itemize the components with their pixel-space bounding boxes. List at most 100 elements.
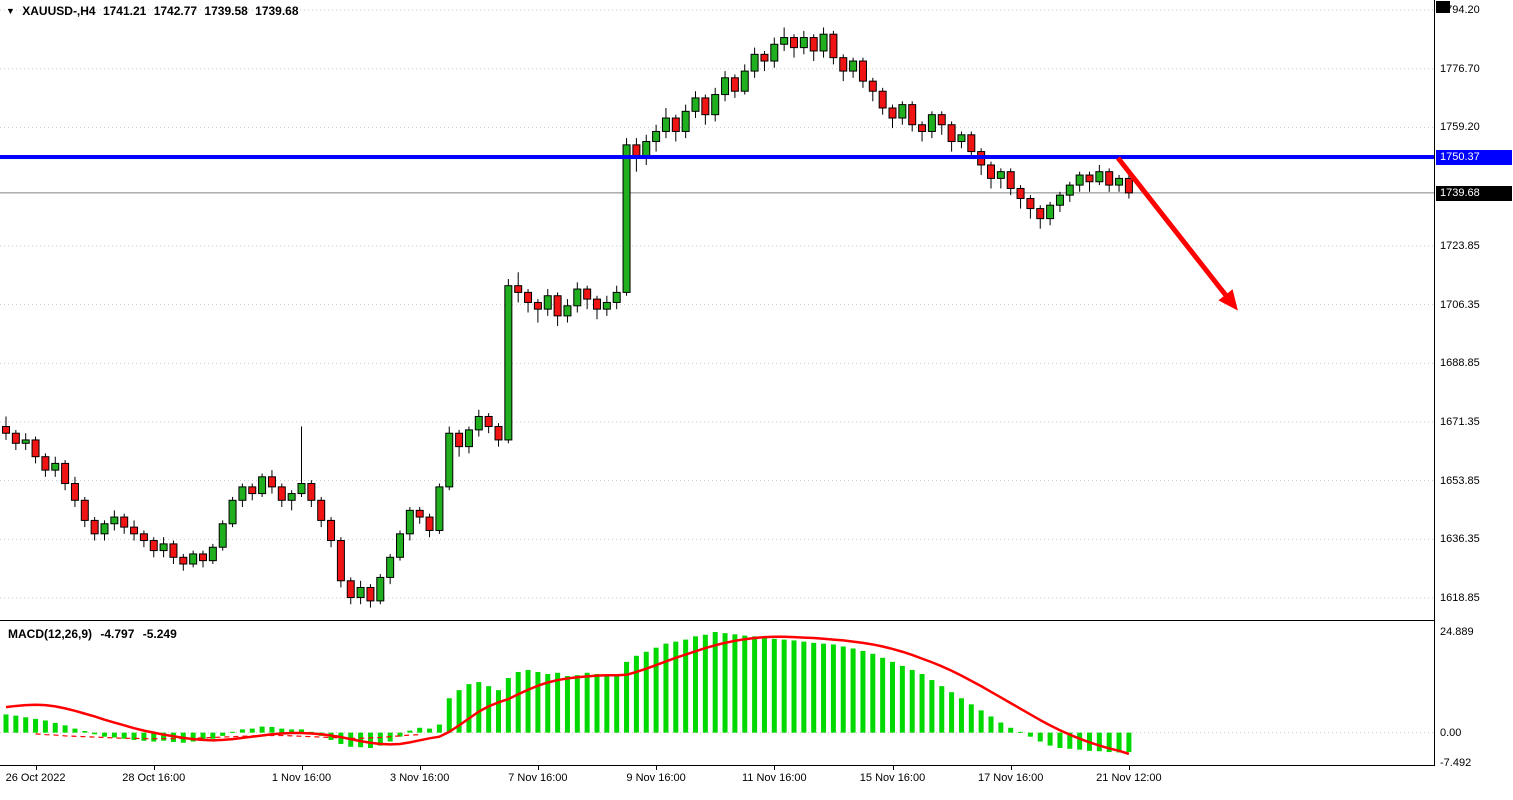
time-axis[interactable]: 26 Oct 2022 28 Oct 16:00 1 Nov 16:00 3 Nov … xyxy=(0,766,1434,792)
macd-histogram-bar xyxy=(949,692,955,733)
candle-up xyxy=(1075,174,1084,186)
candle-up xyxy=(661,117,670,132)
macd-histogram-bar xyxy=(643,651,649,733)
chart-shift-marker[interactable] xyxy=(1436,1,1450,13)
macd-histogram-bar xyxy=(722,633,728,733)
candle-up xyxy=(652,130,661,143)
macd-histogram-bar xyxy=(52,722,58,733)
candle-down xyxy=(425,516,434,531)
candle-down xyxy=(730,77,739,92)
macd-histogram-bar xyxy=(712,631,718,733)
price-scale[interactable]: 1794.20 1776.70 1759.20 1723.85 1706.35 1688.… xyxy=(1434,0,1513,769)
macd-histogram-bar xyxy=(62,725,68,733)
candle-up xyxy=(750,53,759,72)
candle-down xyxy=(583,288,592,300)
candle-down xyxy=(1085,174,1094,183)
time-axis-tick xyxy=(774,766,776,770)
macd-histogram-bar xyxy=(624,661,630,733)
macd-histogram-bar xyxy=(1008,727,1014,733)
macd-tick-label: 0.00 xyxy=(1440,726,1462,739)
candlestick-canvas[interactable] xyxy=(0,0,1434,620)
candle-down xyxy=(868,80,877,92)
high-value: 1742.77 xyxy=(153,4,198,18)
candle-down xyxy=(120,516,129,528)
macd-histogram-bar xyxy=(161,732,167,741)
candle-down xyxy=(760,53,769,62)
macd-histogram-bar xyxy=(397,732,403,737)
macd-main-value: -4.797 xyxy=(100,627,135,641)
macd-histogram-bar xyxy=(830,644,836,733)
candle-down xyxy=(553,295,562,317)
candle-down xyxy=(839,57,848,72)
candle-up xyxy=(996,171,1005,179)
candle-up xyxy=(356,586,365,599)
candle-up xyxy=(957,134,966,143)
price-tick-label: 1618.85 xyxy=(1440,592,1480,605)
macd-histogram-bar xyxy=(614,675,620,733)
macd-histogram-bar xyxy=(1057,732,1063,749)
candle-down xyxy=(533,301,542,310)
macd-histogram-bar xyxy=(496,690,501,733)
candle-down xyxy=(888,107,897,119)
main-price-chart[interactable]: ▼ XAUUSD-,H4 1741.21 1742.77 1739.58 173… xyxy=(0,0,1434,620)
macd-histogram-bar xyxy=(1047,732,1053,746)
candle-up xyxy=(740,70,749,92)
macd-histogram-bar xyxy=(821,643,827,733)
candle-down xyxy=(267,476,276,488)
macd-histogram-bar xyxy=(33,718,39,733)
symbol-dropdown-icon[interactable]: ▼ xyxy=(6,6,15,16)
candle-down xyxy=(327,519,336,542)
macd-histogram-bar xyxy=(693,636,698,733)
candle-down xyxy=(484,415,493,428)
macd-histogram-bar xyxy=(1027,732,1033,737)
candle-up xyxy=(297,483,306,495)
macd-histogram-bar xyxy=(427,728,433,733)
macd-histogram-bar xyxy=(545,673,551,733)
candle-up xyxy=(435,486,444,531)
macd-indicator-panel[interactable]: MACD(12,26,9) -4.797 -5.249 xyxy=(0,621,1434,765)
trend-arrow-shaft[interactable] xyxy=(1116,156,1230,300)
macd-histogram-bar xyxy=(259,726,265,733)
macd-histogram-bar xyxy=(771,638,777,733)
panel-separator[interactable] xyxy=(0,620,1513,621)
candle-down xyxy=(1026,198,1035,210)
macd-histogram-bar xyxy=(230,731,236,733)
macd-histogram-bar xyxy=(929,680,935,733)
macd-histogram-bar xyxy=(742,635,748,733)
macd-header: MACD(12,26,9) -4.797 -5.249 xyxy=(8,627,182,641)
candle-down xyxy=(179,556,188,565)
candle-up xyxy=(258,476,267,495)
macd-histogram-bar xyxy=(131,732,137,740)
candle-up xyxy=(21,439,30,444)
macd-histogram-bar xyxy=(515,671,521,733)
candle-up xyxy=(819,33,828,52)
candle-down xyxy=(809,37,818,52)
trend-arrow-head[interactable] xyxy=(1218,289,1238,311)
macd-canvas[interactable] xyxy=(0,621,1434,765)
candle-up xyxy=(100,523,109,535)
time-axis-label: 21 Nov 12:00 xyxy=(1096,772,1162,784)
macd-histogram-bar xyxy=(42,720,48,733)
macd-signal-line xyxy=(5,635,1130,756)
resistance-hline[interactable] xyxy=(0,155,1434,160)
close-value: 1739.68 xyxy=(255,4,299,18)
macd-histogram-bar xyxy=(417,727,423,733)
candle-down xyxy=(130,526,139,535)
candle-up xyxy=(110,516,119,525)
candle-down xyxy=(455,432,464,448)
macd-histogram-bar xyxy=(141,732,147,741)
candle-down xyxy=(1016,187,1025,200)
candle-down xyxy=(494,426,503,441)
macd-histogram-bar xyxy=(466,684,472,733)
candle-up xyxy=(602,301,611,310)
candle-up xyxy=(228,499,237,525)
candle-down xyxy=(829,33,838,59)
price-tick-label: 1636.35 xyxy=(1440,533,1480,546)
macd-histogram-bar xyxy=(1018,731,1024,733)
candle-up xyxy=(711,94,720,116)
open-value: 1741.21 xyxy=(102,4,147,18)
candle-down xyxy=(858,60,867,82)
candle-down xyxy=(61,462,70,485)
candle-down xyxy=(415,509,424,518)
macd-histogram-bar xyxy=(584,672,590,733)
